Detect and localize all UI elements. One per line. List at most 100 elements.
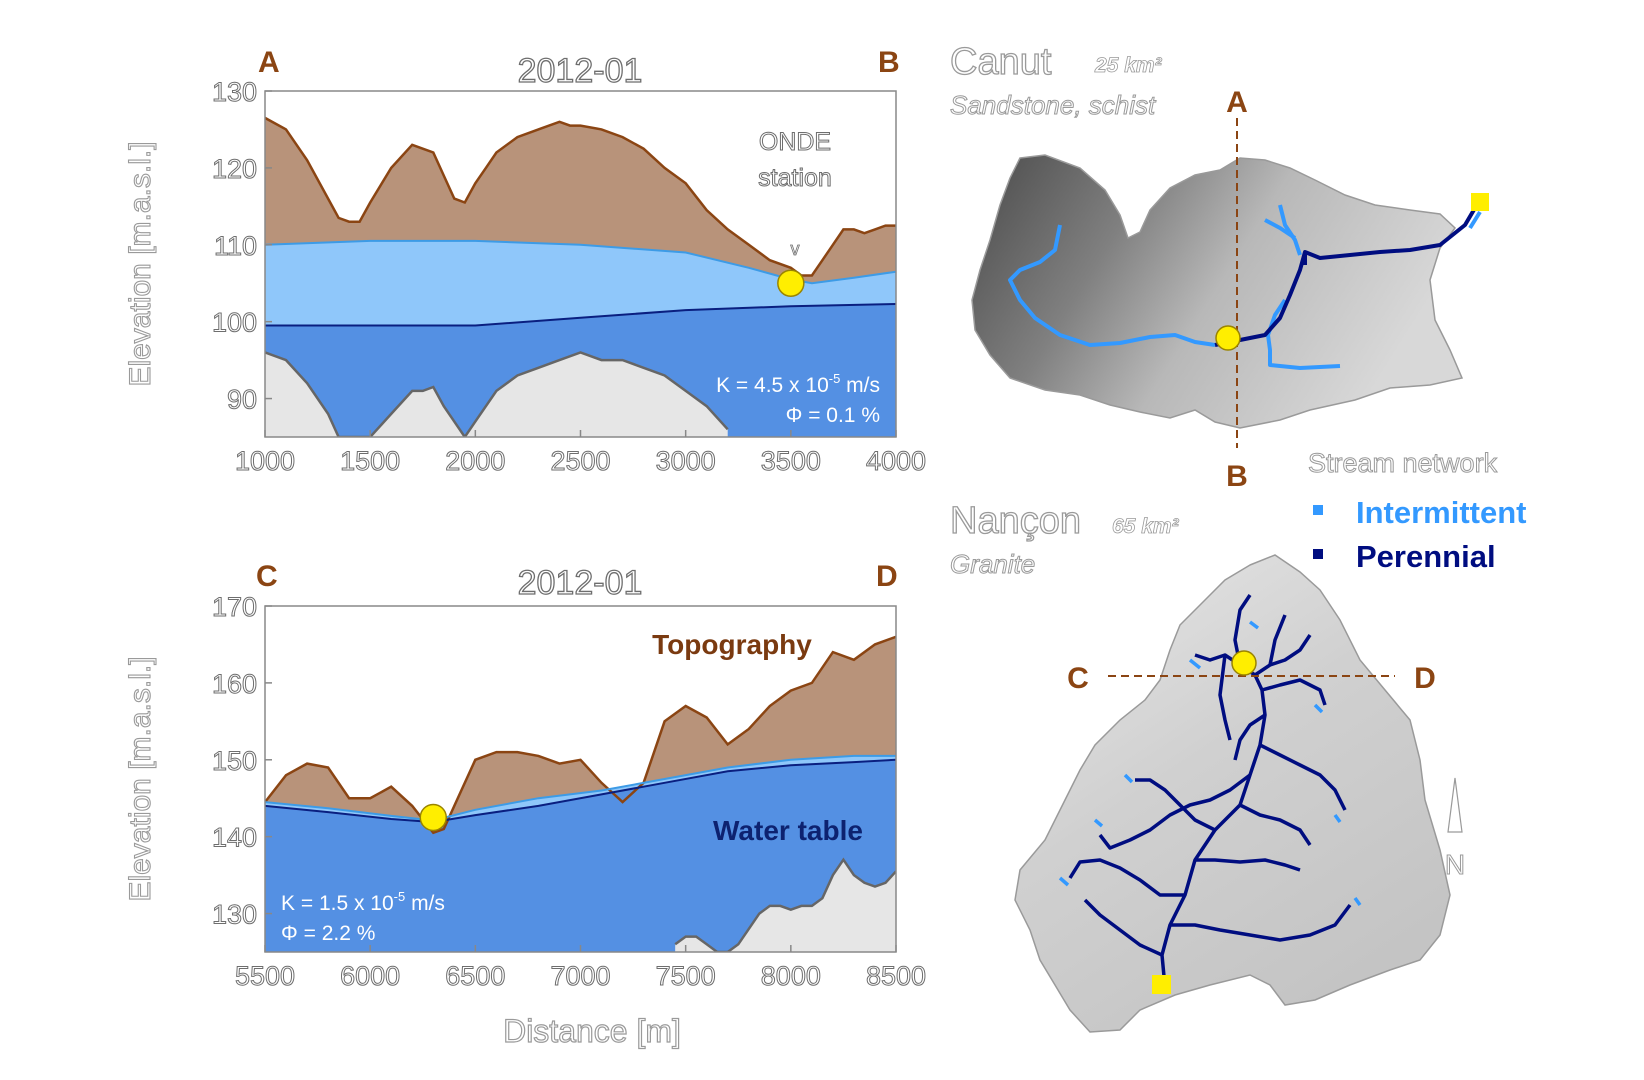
- stream-segment: [1248, 620, 1260, 630]
- section-label-b: B: [1226, 460, 1248, 493]
- basement-area: [265, 352, 728, 437]
- y-tick-label: 150: [212, 746, 257, 776]
- catchment-outline: [1014, 554, 1451, 1033]
- x-axis-label: Distance [m]: [503, 1013, 681, 1049]
- water-table-main-area: [265, 759, 896, 952]
- x-tick-label: 1500: [340, 446, 400, 476]
- stream-segment: [1313, 703, 1324, 714]
- k-prefix: K = 4.5 x 10: [716, 374, 829, 397]
- x-tick-label: 4000: [866, 446, 926, 476]
- stream-segment: [1123, 773, 1134, 784]
- catchment-area: 65 km²: [1112, 515, 1180, 538]
- stream-segment: [1093, 818, 1104, 828]
- x-tick-label: 2000: [445, 446, 505, 476]
- nancon-catchment-map: Nançon 65 km² Granite: [949, 499, 1466, 1033]
- stream-legend: Stream network Intermittent Perennial: [1308, 448, 1527, 575]
- x-tick-label: 6000: [340, 961, 400, 991]
- topography-label: Topography: [652, 629, 812, 660]
- k-unit: m/s: [840, 374, 880, 397]
- axis-ticks: 5500 6000 6500 7000 7500 8000 8500 130 140 150 160…: [211, 592, 926, 992]
- x-tick-label: 1000: [235, 446, 295, 476]
- stream-segment: [1083, 898, 1163, 957]
- phi-label: Φ = 0.1 %: [786, 404, 880, 427]
- stream-segment: [1008, 224, 1216, 347]
- station-label-line2: station: [758, 164, 832, 192]
- plot-area: [265, 116, 896, 437]
- stream-segment: [1218, 654, 1232, 741]
- catchment-geology: Granite: [950, 549, 1035, 579]
- onde-station-marker: [777, 269, 805, 297]
- x-tick-label: 8000: [761, 961, 821, 991]
- y-tick-label: 120: [212, 154, 257, 184]
- catchment-name: Nançon: [950, 500, 1081, 542]
- y-tick-label: 130: [212, 900, 257, 930]
- intermittent-streams: [1008, 204, 1482, 370]
- y-axis-label: Elevation [m.a.s.l.]: [124, 656, 157, 901]
- topography-line: [265, 635, 896, 835]
- legend-label-perennial: Perennial: [1356, 539, 1496, 574]
- stream-segment: [1058, 876, 1070, 887]
- stream-segment: [1135, 778, 1216, 832]
- outlet-marker: [1471, 193, 1489, 211]
- y-tick-label: 130: [212, 77, 257, 107]
- corner-label-d: D: [876, 560, 898, 593]
- water-table-light-line: [265, 754, 896, 822]
- corner-label-b: B: [878, 46, 900, 79]
- k-exponent: -5: [394, 889, 406, 904]
- k-prefix: K = 1.5 x 10: [281, 892, 394, 915]
- catchment-name: Canut: [950, 41, 1052, 83]
- y-tick-label: 160: [212, 669, 257, 699]
- water-table-label: Water table: [713, 815, 863, 846]
- cross-section-chart-cd: 2012-01 C D Elevation [m.a.s.l.] Distanc…: [123, 560, 926, 1050]
- legend-label-intermittent: Intermittent: [1356, 495, 1527, 530]
- perennial-streams: [1214, 206, 1477, 347]
- topography-line: [265, 116, 896, 277]
- chart-title: 2012-01: [518, 52, 643, 90]
- stream-segment: [1195, 858, 1301, 872]
- stream-segment: [1468, 210, 1482, 230]
- corner-label-a: A: [258, 46, 280, 79]
- outlet-marker: [1152, 975, 1171, 994]
- section-label-a: A: [1226, 86, 1248, 119]
- stream-segment: [1266, 298, 1341, 370]
- y-tick-label: 90: [227, 385, 257, 415]
- stream-segment: [1261, 678, 1327, 706]
- basement-line: [265, 351, 729, 437]
- catchment-outline: [971, 154, 1464, 429]
- section-label-c: C: [1067, 662, 1089, 695]
- stream-segment: [1160, 674, 1267, 988]
- cross-section-chart-ab: 2012-01 A B Elevation [m.a.s.l.] 1000 150…: [123, 46, 926, 477]
- stream-segment: [1214, 206, 1477, 347]
- water-table-perennial-line: [265, 758, 896, 824]
- stream-segment: [1264, 218, 1297, 240]
- x-tick-label: 5500: [235, 961, 295, 991]
- north-label: N: [1445, 849, 1465, 880]
- y-tick-label: 170: [212, 592, 257, 622]
- section-label-d: D: [1414, 662, 1436, 695]
- stream-segment: [1254, 634, 1312, 677]
- water-table-perennial-line: [265, 303, 896, 327]
- x-tick-label: 7000: [550, 961, 610, 991]
- x-tick-label: 7500: [656, 961, 716, 991]
- stream-segment: [1098, 773, 1252, 850]
- catchment-geology: Sandstone, schist: [950, 90, 1157, 120]
- station-arrow: v: [791, 239, 800, 259]
- intermittent-streams: [1058, 620, 1362, 907]
- legend-swatch-intermittent: [1313, 505, 1323, 515]
- stream-segment: [1068, 858, 1185, 897]
- k-exponent: -5: [829, 371, 841, 386]
- catchment-area: 25 km²: [1094, 54, 1163, 77]
- basement-area: [675, 859, 896, 952]
- stream-segment: [1353, 896, 1362, 907]
- plot-area: [265, 635, 896, 952]
- north-arrow-shape: [1447, 777, 1463, 833]
- axis-ticks: 1000 1500 2000 2500 3000 3500 4000 90 100 110 120 1…: [211, 77, 926, 477]
- legend-title: Stream network: [1308, 448, 1498, 478]
- x-tick-label: 6500: [445, 961, 505, 991]
- station-label-line1: ONDE: [759, 128, 831, 156]
- north-arrow-icon: N: [1444, 777, 1466, 881]
- phi-label: Φ = 2.2 %: [281, 922, 375, 945]
- y-axis-label: Elevation [m.a.s.l.]: [124, 141, 157, 386]
- chart-title: 2012-01: [518, 564, 643, 602]
